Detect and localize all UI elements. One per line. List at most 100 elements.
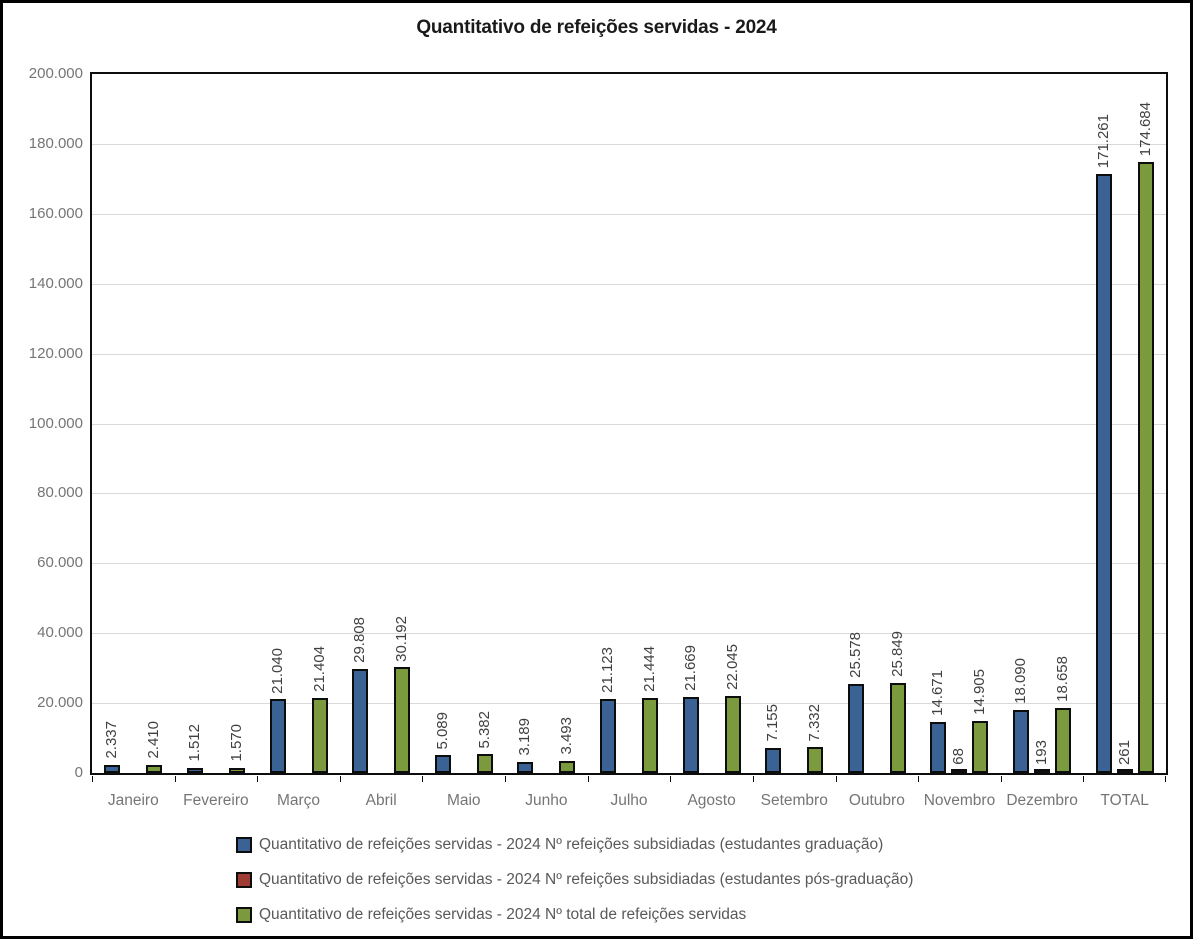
bar-slot-series-0: 5.089 <box>433 74 451 773</box>
bar-slot-series-0: 14.671 <box>929 74 947 773</box>
bar-slot-series-0: 21.040 <box>268 74 286 773</box>
bar-slot-series-0: 21.123 <box>598 74 616 773</box>
bar-value-label: 261 <box>1115 739 1133 765</box>
legend-label: Quantitativo de refeições servidas - 202… <box>259 905 747 923</box>
legend-marker-icon <box>236 871 252 888</box>
bar-group: 5.089 5.382 <box>422 74 505 773</box>
x-axis-tick <box>918 776 920 782</box>
grid-line <box>92 213 1166 215</box>
y-tick-label: 140.000 <box>28 274 83 292</box>
legend-marker-icon <box>236 906 252 923</box>
x-category-label: Outubro <box>848 792 905 809</box>
bar-slot-series-0: 21.669 <box>682 74 699 773</box>
bar-slot-series-1 <box>291 74 307 773</box>
x-category-label: Fevereiro <box>183 792 249 809</box>
bar-value-label: 3.493 <box>558 717 576 755</box>
bar-slot-series-1 <box>208 74 224 773</box>
x-category-label: TOTAL <box>1100 792 1149 809</box>
bar-series-0 <box>1013 709 1030 773</box>
bar-group: 2.337 2.410 <box>92 74 175 773</box>
bar-value-label: 5.089 <box>433 711 451 750</box>
grid-line <box>92 493 1166 495</box>
bar-slot-series-0: 3.189 <box>516 74 534 773</box>
bar-series-2 <box>146 764 163 773</box>
bar-slot-series-0: 7.155 <box>764 74 782 773</box>
bar-slot-series-1: 193 <box>1033 74 1051 773</box>
bar-value-label: 171.261 <box>1094 114 1112 169</box>
x-axis-tick <box>752 776 754 782</box>
y-tick-label: 40.000 <box>37 624 83 642</box>
grid-line <box>92 283 1166 285</box>
bar-slot-series-2: 2.410 <box>145 74 163 773</box>
bar-value-label: 7.332 <box>806 703 824 742</box>
bar-value-label: 193 <box>1033 739 1051 765</box>
bar-value-label: 21.444 <box>640 646 658 693</box>
bar-series-0 <box>765 748 782 773</box>
bar-slot-series-2: 18.658 <box>1054 74 1072 773</box>
bar-group: 21.040 21.404 <box>257 74 340 773</box>
bar-series-2 <box>889 682 906 773</box>
bar-slot-series-1 <box>621 74 637 773</box>
bar-slot-series-1 <box>786 74 802 773</box>
bar-value-label: 174.684 <box>1136 102 1154 157</box>
bar-value-label: 21.040 <box>268 647 286 694</box>
bar-series-2 <box>641 698 658 773</box>
x-axis-tick <box>339 776 341 782</box>
bar-slot-series-2: 22.045 <box>724 74 741 773</box>
bar-slot-series-1 <box>869 74 885 773</box>
bar-series-0 <box>599 699 616 773</box>
bar-series-2 <box>807 747 824 773</box>
y-tick-label: 20.000 <box>37 694 83 712</box>
bar-slot-series-2: 5.382 <box>476 74 493 773</box>
bar-value-label: 21.123 <box>598 647 616 694</box>
grid-line <box>92 353 1166 355</box>
bar-slot-series-2: 174.684 <box>1136 74 1154 773</box>
plot-area: 2.337 2.410 1.512 1.570 21.040 21.404 29.808 30… <box>90 72 1168 775</box>
y-tick-label: 100.000 <box>28 414 83 432</box>
x-category-label: Junho <box>525 792 568 809</box>
legend: Quantitativo de refeições servidas - 202… <box>236 827 913 932</box>
bar-group: 171.261 261 174.684 <box>1083 74 1166 773</box>
legend-item: Quantitativo de refeições servidas - 202… <box>236 897 913 932</box>
bar-value-label: 18.658 <box>1054 655 1072 702</box>
bar-series-0 <box>434 755 451 773</box>
bar-value-label: 25.849 <box>888 630 906 677</box>
legend-marker-icon <box>236 836 252 853</box>
bar-group: 21.123 21.444 <box>588 74 671 773</box>
bar-group: 21.669 22.045 <box>670 74 753 773</box>
bar-group: 18.090 193 18.658 <box>1001 74 1084 773</box>
bar-value-label: 1.570 <box>227 723 245 762</box>
bar-series-2 <box>228 767 245 773</box>
chart-title: Quantitativo de refeições servidas - 202… <box>416 17 777 38</box>
grid-line <box>92 633 1166 635</box>
bar-slot-series-2: 30.192 <box>393 74 411 773</box>
bar-value-label: 1.512 <box>185 724 203 762</box>
bar-series-0 <box>517 761 534 773</box>
y-tick-label: 0 <box>74 764 83 781</box>
x-axis-tick <box>505 776 507 782</box>
bar-value-label: 14.905 <box>971 669 989 715</box>
bar-slot-series-1 <box>125 74 141 773</box>
bar-series-0 <box>186 767 203 773</box>
y-tick-label: 80.000 <box>37 484 83 502</box>
bar-slot-series-1: 68 <box>950 74 968 773</box>
bar-slot-series-1 <box>456 74 472 773</box>
bar-series-2 <box>311 698 328 773</box>
bar-slot-series-1: 261 <box>1115 74 1133 773</box>
bar-slot-series-2: 1.570 <box>227 74 245 773</box>
y-tick-label: 200.000 <box>28 65 83 82</box>
bar-group: 1.512 1.570 <box>175 74 258 773</box>
bar-group: 7.155 7.332 <box>753 74 836 773</box>
grid-line <box>92 563 1166 565</box>
bar-slot-series-1 <box>704 74 720 773</box>
legend-label: Quantitativo de refeições servidas - 202… <box>259 835 884 853</box>
bar-slot-series-1 <box>538 74 554 773</box>
x-category-label: Janeiro <box>107 792 159 809</box>
legend-item: Quantitativo de refeições servidas - 202… <box>236 862 913 897</box>
bar-value-label: 2.410 <box>145 721 163 759</box>
bar-value-label: 18.090 <box>1012 657 1030 704</box>
bar-series-0 <box>269 699 286 773</box>
bar-series-0 <box>847 683 864 773</box>
bar-series-0 <box>1095 174 1112 773</box>
